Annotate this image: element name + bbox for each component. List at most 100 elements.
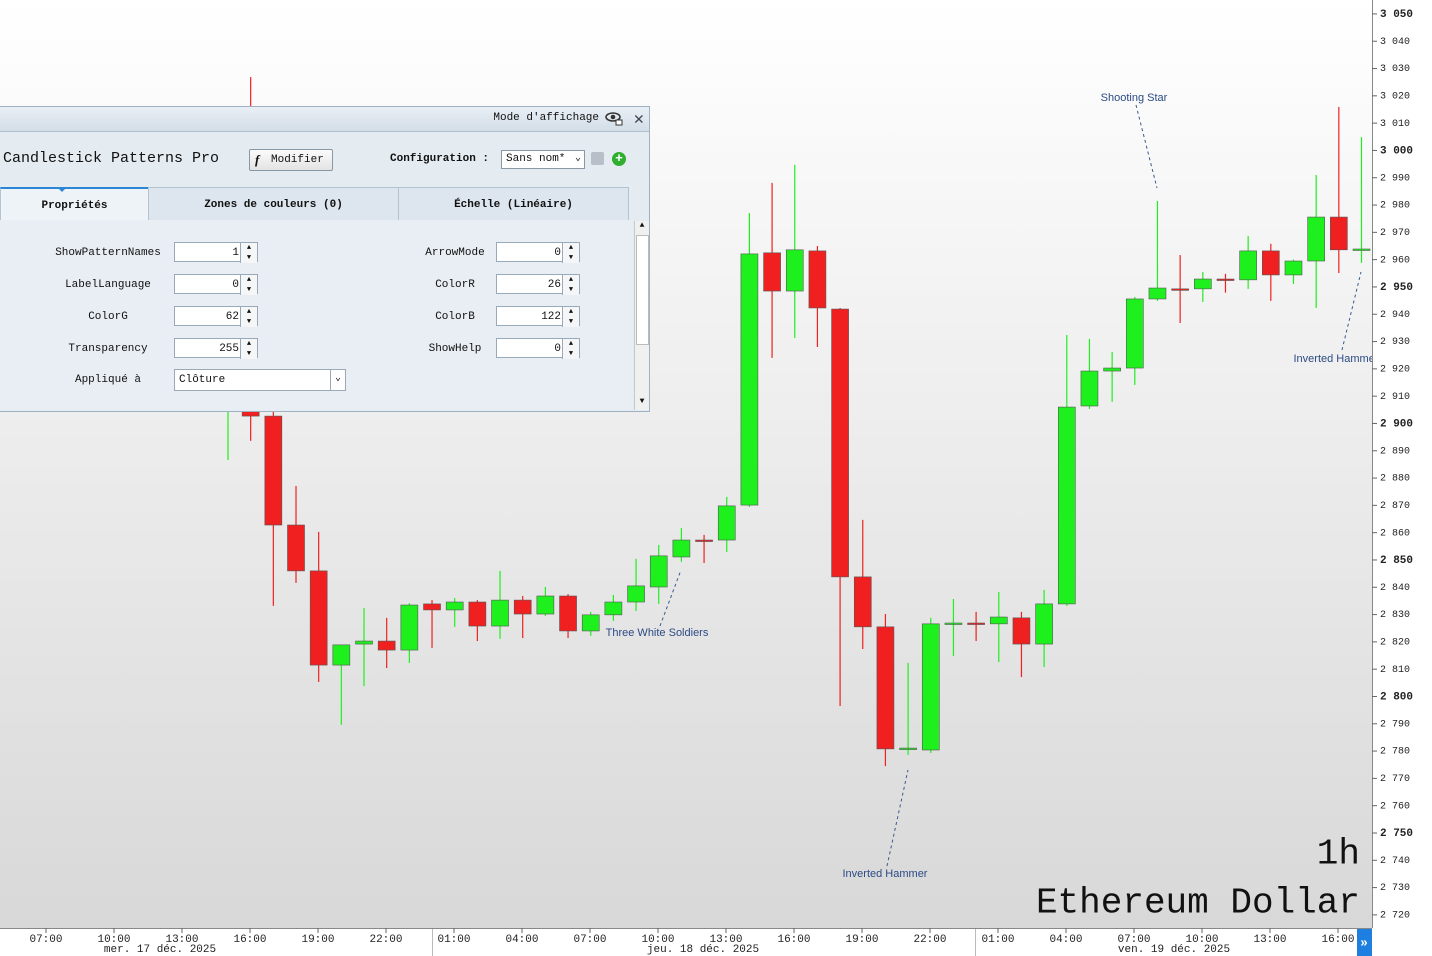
- fx-icon: f: [255, 152, 260, 167]
- param-input[interactable]: 0 ▲ ▼: [174, 274, 258, 295]
- spinner[interactable]: ▲ ▼: [562, 243, 579, 263]
- candle-body: [423, 603, 441, 611]
- y-tick-label: 3 030: [1380, 64, 1410, 75]
- candle-body: [717, 505, 736, 541]
- title-bar: Mode d'affichage ✕: [0, 107, 649, 132]
- param-label: ColorG: [88, 311, 128, 323]
- y-tick-label: 2 860: [1380, 528, 1410, 539]
- x-tick-label: 16:00: [233, 934, 266, 946]
- time-axis: [0, 928, 1372, 956]
- spinner[interactable]: ▲ ▼: [562, 275, 579, 295]
- eye-icon[interactable]: [605, 110, 623, 126]
- candle-body: [1148, 287, 1167, 300]
- x-tick-label: 16:00: [1321, 934, 1354, 946]
- param-input[interactable]: 122 ▲ ▼: [496, 306, 580, 327]
- timeframe: 1h: [1317, 834, 1360, 875]
- annotation-leader: [886, 769, 909, 867]
- param-value: 122: [541, 311, 561, 323]
- candle-body: [1012, 617, 1031, 645]
- scroll-thumb[interactable]: [636, 235, 649, 345]
- candle-body: [785, 249, 804, 292]
- annotation-leader: [659, 569, 682, 627]
- tab[interactable]: Zones de couleurs (0): [148, 187, 399, 221]
- spinner[interactable]: ▲ ▼: [562, 307, 579, 327]
- y-tick-label: 2 750: [1380, 828, 1413, 840]
- add-icon[interactable]: +: [612, 152, 626, 166]
- param-value: 0: [232, 279, 239, 291]
- spinner[interactable]: ▲ ▼: [240, 275, 257, 295]
- tab[interactable]: Échelle (Linéaire): [398, 187, 629, 221]
- y-tick-label: 2 990: [1380, 173, 1410, 184]
- candle-body: [445, 601, 464, 611]
- y-tick-label: 2 880: [1380, 474, 1410, 485]
- candle-body: [1194, 278, 1212, 290]
- candle-body: [876, 626, 895, 750]
- param-label: LabelLanguage: [65, 279, 151, 291]
- config-label: Configuration :: [390, 153, 490, 165]
- x-tick-label: 10:00: [1185, 934, 1218, 946]
- candle-body: [1171, 288, 1189, 291]
- applied-label: Appliqué à: [74, 374, 141, 386]
- candle-body: [989, 616, 1008, 625]
- candle-body: [967, 622, 985, 625]
- scrollbar[interactable]: ▲ ▼: [634, 221, 649, 410]
- param-value: 255: [219, 343, 239, 355]
- tab[interactable]: Propriétés: [0, 187, 149, 222]
- x-tick-label: 10:00: [641, 934, 674, 946]
- y-tick-label: 2 850: [1380, 555, 1413, 567]
- y-tick-label: 2 960: [1380, 255, 1410, 266]
- param-input[interactable]: 1 ▲ ▼: [174, 242, 258, 263]
- param-input[interactable]: 26 ▲ ▼: [496, 274, 580, 295]
- y-tick-label: 2 740: [1380, 856, 1410, 867]
- param-label: ColorR: [435, 279, 475, 291]
- indicator-name: Candlestick Patterns Pro: [3, 150, 220, 167]
- scroll-up[interactable]: ▲: [639, 221, 645, 230]
- candle-body: [264, 415, 283, 526]
- param-value: 0: [554, 343, 561, 355]
- param-label: ShowPatternNames: [55, 247, 161, 259]
- spinner[interactable]: ▲ ▼: [562, 339, 579, 359]
- param-value: 62: [225, 311, 239, 323]
- applied-select[interactable]: Clôture ⌄: [174, 369, 346, 391]
- candle-body: [1284, 260, 1303, 276]
- spinner[interactable]: ▲ ▼: [240, 243, 257, 263]
- candle-body: [853, 576, 872, 628]
- scroll-down[interactable]: ▼: [639, 397, 645, 406]
- dialog-title: Mode d'affichage: [493, 112, 599, 124]
- candle-body: [672, 539, 691, 558]
- y-tick-label: 2 890: [1380, 446, 1410, 457]
- candle-body: [309, 570, 328, 666]
- close-button[interactable]: ✕: [633, 111, 644, 130]
- y-tick-label: 2 920: [1380, 364, 1410, 375]
- candle-body: [763, 252, 781, 292]
- candle-body: [536, 595, 555, 615]
- candle-body: [1262, 250, 1280, 276]
- spinner[interactable]: ▲ ▼: [240, 339, 257, 359]
- candle-body: [355, 640, 373, 645]
- x-tick-label: 07:00: [1117, 934, 1150, 946]
- plot: Shooting Star Three White Soldiers Inverte…: [219, 76, 1372, 880]
- scroll-right-button[interactable]: [1357, 929, 1372, 956]
- candle-body: [1080, 370, 1099, 407]
- spinner[interactable]: ▲ ▼: [240, 307, 257, 327]
- param-input[interactable]: 0 ▲ ▼: [496, 338, 580, 359]
- param-input[interactable]: 0 ▲ ▼: [496, 242, 580, 263]
- x-tick-label: 01:00: [981, 934, 1014, 946]
- candle-body: [649, 555, 668, 588]
- param-value: 26: [547, 279, 561, 291]
- x-tick-label: 07:00: [573, 934, 606, 946]
- y-tick-label: 2 790: [1380, 719, 1410, 730]
- annotation-leader: [1135, 104, 1158, 189]
- save-icon[interactable]: [591, 152, 604, 165]
- date-label: jeu. 18 déc. 2025: [647, 944, 759, 956]
- candle-body: [1330, 216, 1348, 251]
- candle-body: [695, 539, 713, 542]
- param-input[interactable]: 255 ▲ ▼: [174, 338, 258, 359]
- scroll-right-icon[interactable]: »: [1360, 934, 1367, 949]
- candle-body: [808, 250, 827, 309]
- config-select[interactable]: Sans nom* ⌄: [501, 150, 585, 169]
- edit-button[interactable]: f Modifier: [249, 149, 333, 171]
- y-tick-label: 2 780: [1380, 747, 1410, 758]
- param-input[interactable]: 62 ▲ ▼: [174, 306, 258, 327]
